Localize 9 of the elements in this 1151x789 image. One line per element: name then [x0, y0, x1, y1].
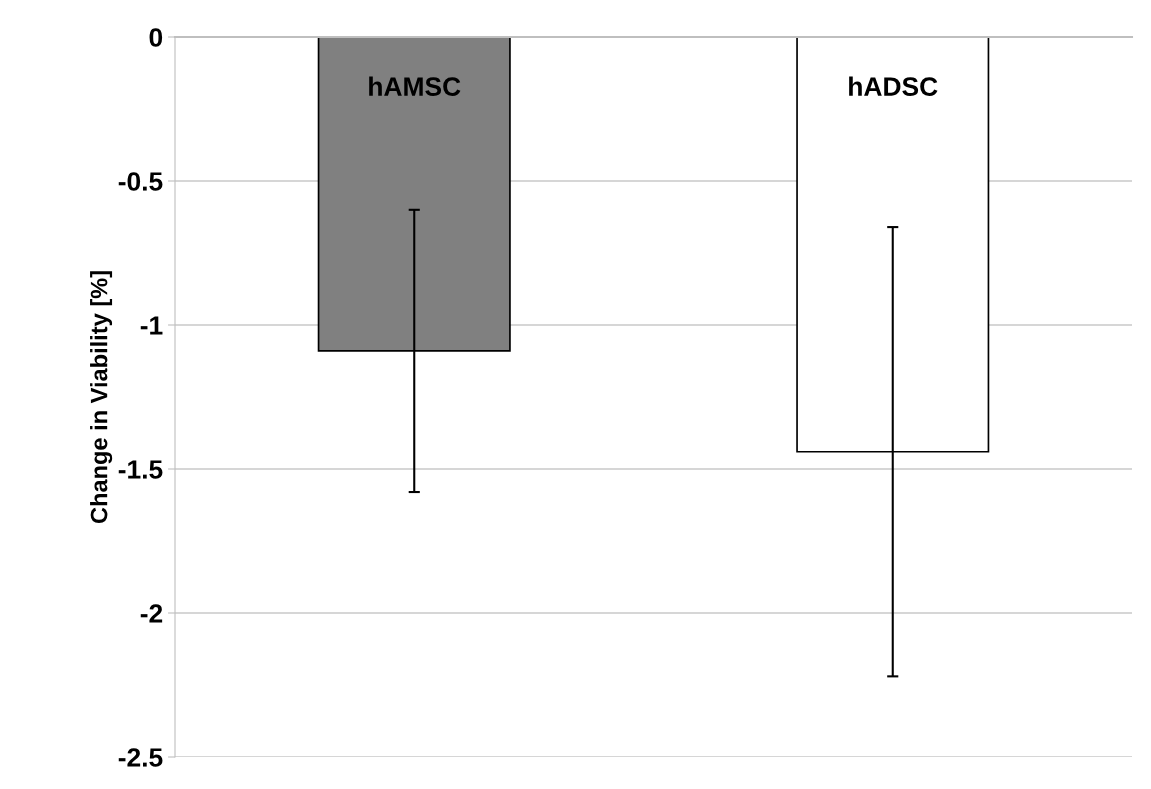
y-tick-label: 0 [149, 28, 163, 47]
x-tick-label: hADSC [849, 76, 938, 96]
x-tick-label: hAMSC [369, 76, 461, 96]
y-tick-label: -2.5 [118, 748, 163, 767]
y-tick-label: -1.5 [118, 460, 163, 479]
y-tick-label: -1 [140, 316, 163, 335]
y-axis-title: Change in Viability [%] [90, 271, 113, 524]
y-tick-label: -2 [140, 604, 163, 623]
y-tick-label: -0.5 [118, 172, 163, 191]
